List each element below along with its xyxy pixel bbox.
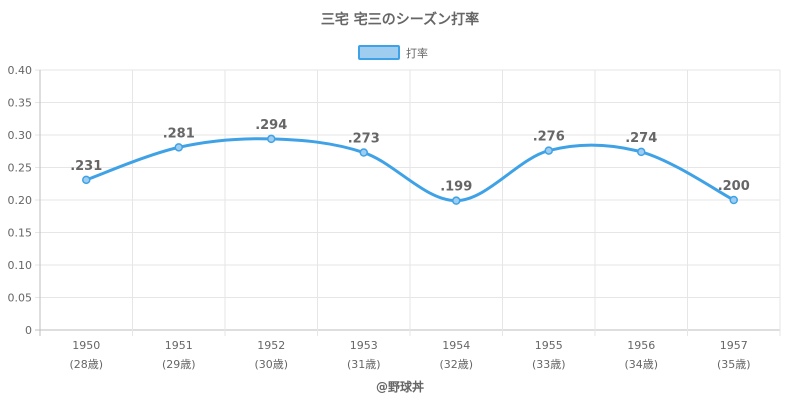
x-tick-label: 1954	[442, 339, 470, 352]
series-line	[85, 137, 735, 203]
y-tick-label: 0.40	[8, 64, 33, 77]
y-tick-label: 0.10	[8, 259, 33, 272]
legend-swatch	[358, 45, 400, 60]
data-point	[729, 195, 738, 205]
x-tick-sublabel: (35歳)	[717, 358, 751, 371]
grid	[35, 69, 781, 336]
x-tick-sublabel: (34歳)	[624, 358, 658, 371]
y-axis: 0 0.05 0.10 0.15 0.20 0.25 0.30 0.35 0.40	[8, 64, 33, 337]
x-tick-label: 1950	[72, 339, 100, 352]
x-tick-sublabel: (33歳)	[532, 358, 566, 371]
x-tick-label: 1951	[165, 339, 193, 352]
chart-title: 三宅 宅三のシーズン打率	[321, 11, 479, 28]
x-tick-sublabel: (28歳)	[69, 358, 103, 371]
x-tick-label: 1957	[720, 339, 748, 352]
data-label: .199	[440, 180, 472, 195]
data-label: .231	[70, 159, 102, 174]
x-tick-label: 1955	[535, 339, 563, 352]
y-tick-label: 0.05	[8, 292, 33, 305]
data-label: .200	[718, 179, 750, 194]
data-label: .273	[348, 132, 380, 147]
data-label: .276	[533, 130, 565, 145]
x-tick-label: 1952	[257, 339, 285, 352]
data-points	[82, 134, 738, 205]
x-tick-sublabel: (29歳)	[162, 358, 196, 371]
y-tick-label: 0.30	[8, 129, 33, 142]
data-point	[637, 147, 646, 157]
data-point	[267, 134, 276, 144]
legend-label: 打率	[406, 46, 428, 60]
data-labels: .231 .281 .294 .273 .199 .276 .274 .200	[70, 118, 750, 195]
legend[interactable]: 打率	[358, 45, 428, 60]
x-tick-label: 1956	[627, 339, 655, 352]
y-tick-label: 0.15	[8, 227, 33, 240]
data-point	[359, 148, 368, 157]
x-tick-sublabel: (30歳)	[254, 358, 288, 371]
x-tick-label: 1953	[350, 339, 378, 352]
data-point	[82, 175, 91, 185]
y-tick-label: 0.35	[8, 97, 33, 110]
y-tick-label: 0	[25, 324, 32, 337]
data-point	[174, 143, 183, 152]
data-label: .281	[163, 126, 195, 141]
data-point	[452, 196, 461, 205]
y-tick-label: 0.25	[8, 162, 33, 175]
x-tick-sublabel: (31歳)	[347, 358, 381, 371]
x-tick-sublabel: (32歳)	[439, 358, 473, 371]
data-label: .294	[255, 118, 287, 133]
data-point	[544, 146, 553, 155]
credit-text: @野球丼	[376, 379, 424, 394]
series-line-layer	[85, 137, 735, 203]
y-tick-label: 0.20	[8, 194, 33, 207]
x-axis: 1950 (28歳) 1951 (29歳) 1952 (30歳) 1953 (31歳) 1954…	[69, 339, 750, 371]
data-label: .274	[625, 131, 657, 146]
